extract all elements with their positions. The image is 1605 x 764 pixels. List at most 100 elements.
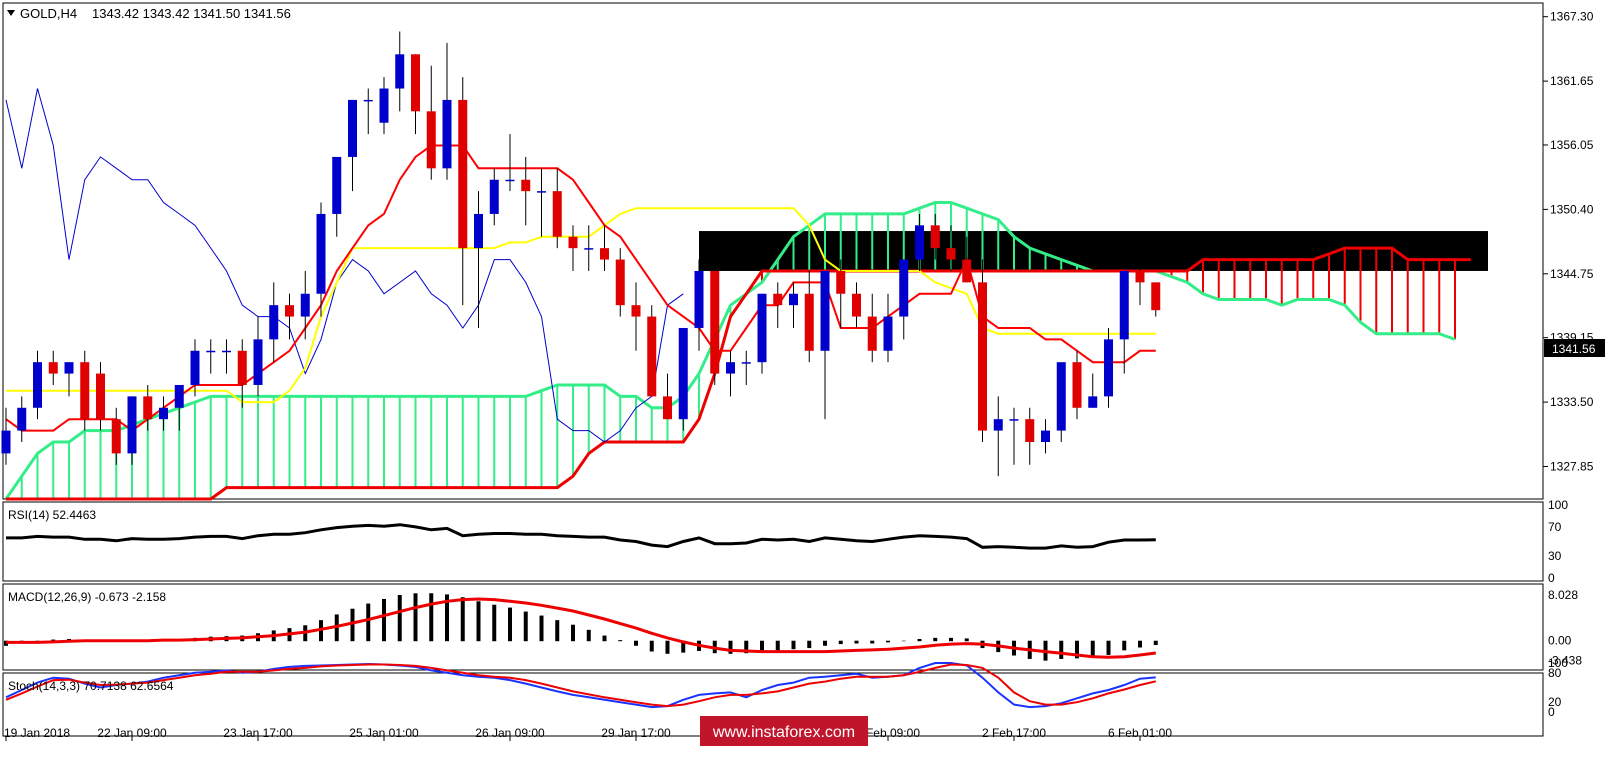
candle-body [143,396,153,420]
candle-body [631,305,641,317]
price-tick-label: 1344.75 [1550,267,1594,281]
macd-tick-label: -3.438 [1548,653,1582,667]
time-tick-label: 23 Jan 17:00 [223,726,293,740]
candle-body [883,316,893,351]
candles [1,31,1161,477]
dropdown-triangle-icon[interactable] [7,10,15,16]
time-tick-label: 25 Jan 01:00 [349,726,419,740]
candle-body [867,316,877,351]
candle-body [379,88,389,123]
rsi-title: RSI(14) 52.4463 [8,508,96,522]
price-tick-label: 1356.05 [1550,138,1594,152]
macd-tick-label: 8.028 [1548,588,1578,602]
time-tick-label: 19 Jan 2018 [4,726,70,740]
candle-body [1151,282,1161,311]
candle-body [300,293,310,317]
candle-body [442,99,452,169]
candle-body [64,362,74,374]
candle-body [127,396,137,454]
stoch-d-line [5,663,1157,708]
candle-body [222,350,231,353]
candle-body [741,362,751,364]
candle-body [694,270,704,328]
price-tick-label: 1327.85 [1550,460,1594,474]
candle-body [1009,419,1019,421]
candle-body [804,293,814,351]
time-tick-label: 6 Feb 01:00 [1108,726,1172,740]
candle-body [426,111,436,169]
candle-body [820,270,830,351]
candle-body [537,191,546,193]
stoch-tick-label: 80 [1548,666,1562,680]
current-price-marker: 1341.56 [1544,339,1605,357]
candle-body [615,259,625,306]
kijun-sen-line [6,207,1156,404]
candle-body [899,259,909,317]
candle-body [1041,430,1050,442]
candle-body [190,350,200,385]
candle-body [946,248,956,260]
candle-body [915,225,924,260]
watermark-text: www.instaforex.com [712,724,855,741]
candle-body [458,99,468,249]
macd-tick-label: 0.00 [1548,634,1572,648]
price-tick-label: 1333.50 [1550,395,1594,409]
candle-body [363,99,373,102]
candle-body [48,362,58,374]
time-tick-label: 2 Feb 17:00 [982,726,1046,740]
time-tick-label: 22 Jan 09:00 [97,726,167,740]
candle-body [647,316,657,397]
candle-body [206,350,216,353]
rsi-tick-label: 30 [1548,549,1562,563]
stoch-tick-label: 20 [1548,695,1562,709]
price-tick-label: 1350.40 [1550,202,1594,216]
candle-body [348,99,357,157]
macd-signal-line [6,597,1156,659]
ohlc-label: 1343.42 1343.42 1341.50 1341.56 [92,6,291,21]
senkou-span-a-line [4,201,1456,500]
candle-body [726,362,735,374]
candle-body [663,396,672,420]
candle-body [395,54,405,89]
candle-body [411,54,420,112]
candle-body [285,305,294,317]
candle-body [773,293,783,306]
candle-body [836,270,846,294]
ichimoku-cloud [4,201,1488,501]
candle-body [993,419,1003,431]
candle-body [1119,270,1129,340]
candle-body [33,362,42,408]
symbol-label: GOLD,H4 [20,6,77,21]
candle-body [1056,362,1066,431]
candle-body [710,270,720,374]
candle-body [678,327,688,420]
watermark[interactable]: www.instaforex.com [700,716,868,746]
candle-body [584,248,594,250]
chart-header: GOLD,H4 1343.42 1343.42 1341.50 1341.56 [7,6,291,21]
candle-body [789,293,798,306]
candle-body [552,191,562,237]
price-tick-label: 1367.30 [1550,10,1594,24]
rsi-pane[interactable] [2,501,1544,582]
candle-body [269,305,279,340]
stoch-title: Stoch(14,3,3) 70.7138 62.6564 [8,679,174,693]
candle-body [17,407,27,431]
macd-pane[interactable] [2,583,1544,671]
stoch-tick-label: 0 [1548,705,1555,719]
candle-body [174,384,184,408]
candle-body [521,179,531,192]
rsi-tick-label: 70 [1548,520,1562,534]
candle-body [253,339,263,385]
time-tick-label: 26 Jan 09:00 [475,726,545,740]
candle-body [1025,419,1035,442]
time-tick-label: 29 Jan 17:00 [601,726,671,740]
rsi-line [6,523,1156,550]
candle-body [237,350,247,385]
candle-body [1135,270,1145,283]
senkou-span-b-line [6,246,1471,501]
candle-body [159,407,168,420]
candle-body [1,430,11,454]
candle-body [1072,362,1082,408]
price-tick-label: 1361.65 [1550,74,1594,88]
